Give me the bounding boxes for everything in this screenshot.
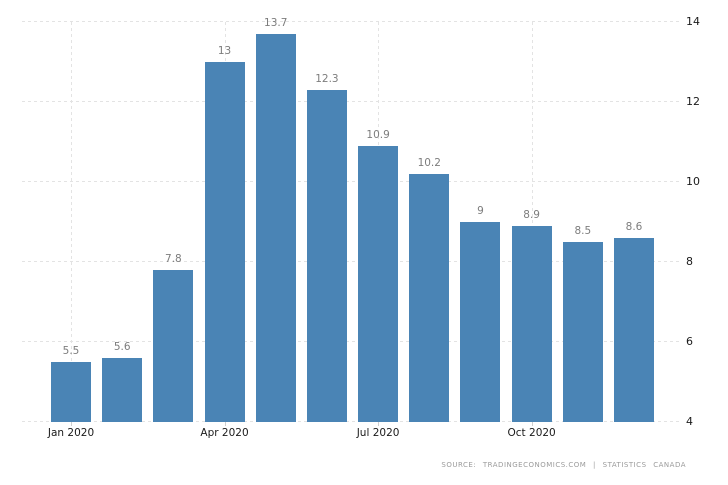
bar[interactable] <box>460 222 501 422</box>
bar[interactable] <box>255 34 296 422</box>
bar-value-label: 5.5 <box>62 345 80 357</box>
v-gridline <box>71 22 72 422</box>
bar-value-label: 7.8 <box>165 253 182 265</box>
bar[interactable] <box>409 174 450 422</box>
bar-value-label: 10.2 <box>417 157 441 169</box>
h-gridline <box>22 101 682 102</box>
h-gridline <box>22 261 682 262</box>
bar-value-label: 9 <box>477 205 484 217</box>
y-tick-label: 8 <box>686 255 693 268</box>
bar-value-label: 12.3 <box>315 73 339 85</box>
bar[interactable] <box>358 146 399 422</box>
x-tick-label: Jul 2020 <box>356 427 400 439</box>
bar[interactable] <box>51 362 91 422</box>
h-gridline <box>22 181 682 182</box>
bar-value-label: 8.6 <box>625 221 643 233</box>
y-tick-label: 4 <box>686 415 693 428</box>
bar[interactable] <box>204 62 245 422</box>
x-tick-label: Oct 2020 <box>507 427 556 439</box>
bar-value-label: 10.9 <box>366 129 390 141</box>
plot-area: 5.5 5.6 7.8 13 13.7 12.3 10.9 10.2 9 8.9 8.5 8.6 <box>22 17 682 422</box>
bar[interactable] <box>102 358 143 422</box>
bar[interactable] <box>153 270 194 422</box>
y-tick-label: 12 <box>686 95 700 108</box>
x-tick-mark <box>378 422 380 426</box>
source-attribution: SOURCE: TRADINGECONOMICS.COM | STATISTIC… <box>441 461 686 469</box>
bar[interactable] <box>614 238 654 422</box>
x-tick-mark <box>71 422 72 426</box>
y-tick-label: 14 <box>686 15 700 28</box>
y-tick-label: 10 <box>686 175 700 188</box>
y-tick-label: 6 <box>686 335 693 348</box>
bar-value-label: 13 <box>217 45 232 57</box>
h-gridline <box>22 21 682 22</box>
bar-value-label: 13.7 <box>264 17 288 29</box>
bar-value-label: 5.6 <box>113 341 131 353</box>
v-gridline <box>531 22 533 422</box>
bar[interactable] <box>562 242 603 422</box>
bar-value-label: 8.9 <box>523 209 540 221</box>
h-gridline <box>22 341 682 342</box>
bar[interactable] <box>306 90 347 422</box>
bar[interactable] <box>511 226 552 422</box>
x-tick-mark <box>531 422 533 426</box>
x-tick-label: Apr 2020 <box>200 427 249 439</box>
h-gridline <box>22 421 682 422</box>
x-tick-label: Jan 2020 <box>47 427 95 439</box>
x-tick-mark <box>224 422 226 426</box>
bar-value-label: 8.5 <box>574 225 592 237</box>
